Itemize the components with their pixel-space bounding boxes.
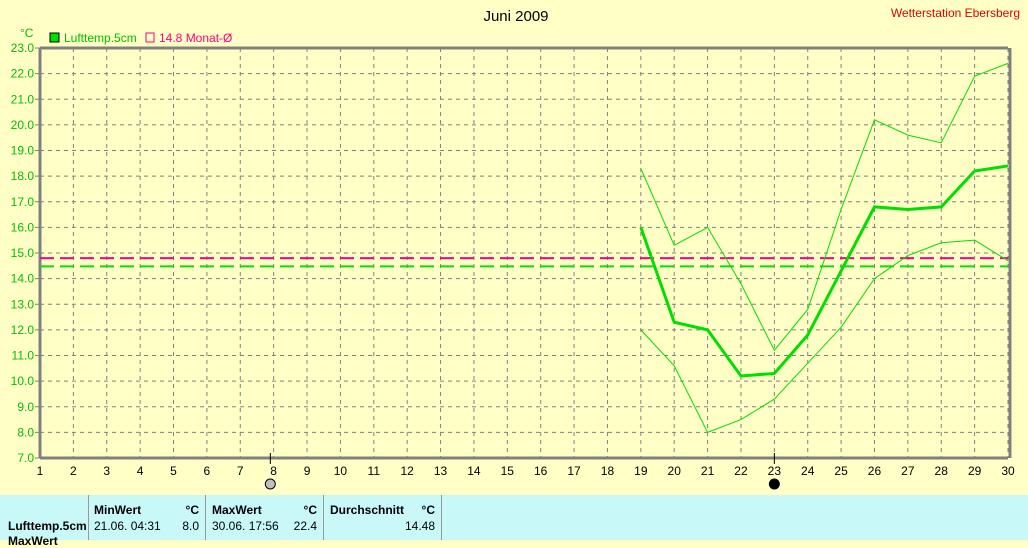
x-tick-label: 29: [968, 464, 982, 478]
x-tick-label: 20: [668, 464, 682, 478]
x-tick-label: 22: [734, 464, 748, 478]
series-line-max: [641, 63, 1008, 350]
max-header: MaxWert: [212, 503, 262, 517]
x-tick-label: 16: [534, 464, 548, 478]
avg-value: 14.48: [405, 519, 435, 533]
x-tick-label: 19: [634, 464, 648, 478]
y-tick-label: 9.0: [17, 400, 34, 414]
new-moon-icon: [769, 479, 779, 489]
chart-title: Juni 2009: [483, 8, 548, 25]
x-tick-label: 21: [701, 464, 715, 478]
x-tick-label: 11: [368, 464, 381, 478]
temperature-chart: Juni 2009 Wetterstation Ebersberg °C Luf…: [0, 0, 1028, 495]
y-tick-label: 15.0: [11, 246, 35, 260]
min-cell: MinWert °C 21.06. 04:31 8.0: [88, 495, 206, 540]
y-tick-label: 12.0: [11, 323, 35, 337]
x-tick-label: 5: [170, 464, 177, 478]
x-tick-label: 15: [501, 464, 515, 478]
y-tick-label: 16.0: [11, 220, 35, 234]
row-label-cell: Lufttemp.5cm MaxWert: [0, 495, 89, 540]
min-value: 8.0: [182, 519, 199, 533]
y-tick-label: 17.0: [11, 195, 35, 209]
y-tick-label: 23.0: [11, 41, 35, 55]
x-tick-label: 14: [467, 464, 481, 478]
y-tick-label: 8.0: [17, 425, 34, 439]
x-tick-label: 17: [567, 464, 581, 478]
y-tick-label: 13.0: [11, 297, 35, 311]
series-line-min: [641, 240, 1008, 432]
y-tick-label: 14.0: [11, 272, 35, 286]
x-tick-label: 25: [834, 464, 848, 478]
x-tick-label: 18: [601, 464, 615, 478]
x-tick-label: 13: [434, 464, 448, 478]
avg-header: Durchschnitt: [330, 503, 404, 517]
x-tick-label: 6: [204, 464, 211, 478]
legend-label-lufttemp: Lufttemp.5cm: [64, 31, 137, 45]
y-tick-label: 21.0: [11, 92, 35, 106]
x-tick-label: 30: [1001, 464, 1015, 478]
max-value: 22.4: [294, 519, 317, 533]
x-tick-label: 24: [801, 464, 815, 478]
legend-swatch-lufttemp: [50, 33, 59, 42]
legend-label-monat: 14.8 Monat-Ø: [159, 31, 232, 45]
y-unit-label: °C: [20, 26, 34, 40]
max-unit: °C: [304, 503, 317, 517]
statistics-panel: Lufttemp.5cm MaxWert MinWert °C 21.06. 0…: [0, 495, 1028, 540]
y-tick-label: 7.0: [17, 451, 34, 465]
row2-label: MaxWert: [8, 534, 58, 548]
series-line-mean: [641, 166, 1008, 376]
station-name: Wetterstation Ebersberg: [891, 6, 1020, 20]
y-tick-label: 22.0: [11, 67, 35, 81]
max-date: 30.06. 17:56: [212, 519, 279, 533]
y-tick-label: 11.0: [12, 349, 35, 363]
avg-cell: Durchschnitt °C 14.48: [323, 495, 442, 540]
row-label: Lufttemp.5cm: [8, 519, 87, 533]
y-tick-label: 19.0: [11, 144, 35, 158]
legend-swatch-monat: [146, 33, 154, 42]
x-tick-label: 23: [768, 464, 782, 478]
x-tick-label: 1: [37, 464, 44, 478]
x-tick-label: 3: [103, 464, 110, 478]
x-tick-label: 8: [270, 464, 277, 478]
x-tick-label: 2: [70, 464, 77, 478]
x-tick-label: 4: [137, 464, 144, 478]
x-tick-label: 26: [868, 464, 882, 478]
max-cell: MaxWert °C 30.06. 17:56 22.4: [205, 495, 324, 540]
x-tick-label: 10: [334, 464, 348, 478]
min-header: MinWert: [94, 503, 141, 517]
x-tick-label: 27: [901, 464, 915, 478]
x-tick-label: 9: [304, 464, 311, 478]
avg-unit: °C: [422, 503, 435, 517]
y-tick-label: 20.0: [11, 118, 35, 132]
x-tick-label: 28: [935, 464, 949, 478]
min-unit: °C: [186, 503, 199, 517]
x-tick-label: 12: [400, 464, 414, 478]
y-tick-label: 18.0: [11, 169, 35, 183]
min-date: 21.06. 04:31: [94, 519, 161, 533]
x-tick-label: 7: [237, 464, 244, 478]
moon-first-quarter-icon: [265, 479, 275, 489]
y-tick-label: 10.0: [11, 374, 35, 388]
